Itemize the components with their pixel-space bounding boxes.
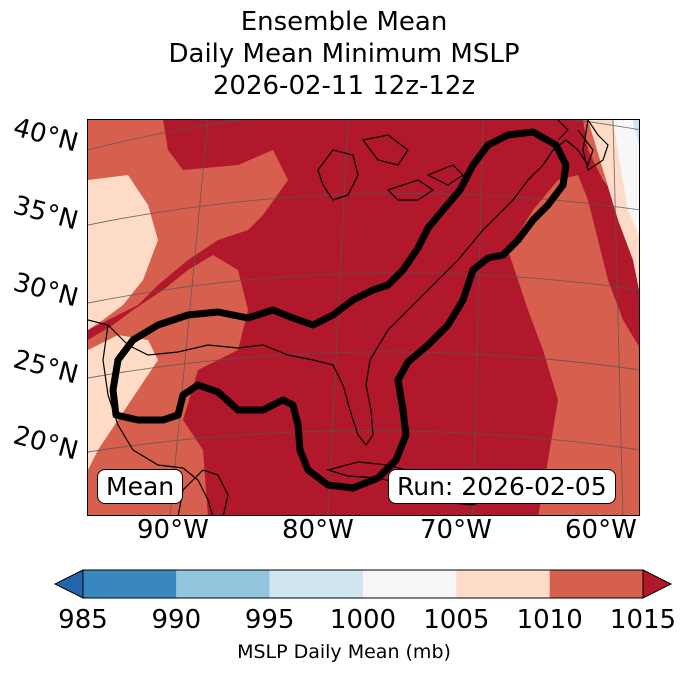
colorbar-arrow-low: [53, 569, 84, 599]
parallel-30n: [88, 272, 639, 304]
title-line-1: Ensemble Mean: [240, 7, 448, 37]
fill-1000-1005-northeast: [613, 120, 639, 236]
colorbar-segment: [83, 570, 177, 598]
colorbar-segment: [456, 570, 550, 598]
mean-label-box: Mean: [97, 469, 184, 504]
map-panel: Mean Run: 2026-02-05: [87, 119, 640, 516]
colorbar-segment: [269, 570, 363, 598]
fill-1005-1010-southwest: [88, 335, 158, 470]
meridian-60w: [612, 120, 624, 515]
colorbar-arrow-high: [642, 569, 673, 599]
lat-label-40n: 40°N: [10, 112, 82, 159]
lat-label-35n: 35°N: [10, 190, 82, 237]
lon-label-70w: 70°W: [420, 515, 492, 545]
parallel-20n: [88, 430, 639, 453]
gulf-coast: [88, 129, 594, 447]
fill-1005-1010-east: [588, 120, 639, 290]
meridian-80w: [327, 120, 349, 515]
colorbar-tick-label: 990: [151, 605, 202, 635]
parallel-35n: [88, 192, 639, 226]
colorbar-tick-label: 1000: [329, 605, 397, 635]
graticule: [88, 120, 639, 515]
colorbar: [53, 569, 673, 599]
title-line-2: Daily Mean Minimum MSLP: [168, 39, 520, 69]
lat-label-30n: 30°N: [10, 267, 82, 314]
run-date-box: Run: 2026-02-05: [388, 469, 616, 504]
colorbar-border: [82, 569, 644, 599]
meridian-90w: [169, 120, 209, 515]
fill-1010-1015-east: [508, 175, 639, 515]
colorbar-tick-label: 1015: [609, 605, 677, 635]
colorbar-label: MSLP Daily Mean (mb): [237, 641, 451, 663]
fill-1010-1015-southwest: [88, 255, 248, 515]
contour-1015: [109, 128, 570, 492]
great-lakes: [317, 134, 464, 201]
colorbar-segment: [363, 570, 457, 598]
colorbar-tick-label: 1010: [516, 605, 583, 635]
colorbar-segment: [549, 570, 643, 598]
fill-995-1000-corner: [633, 120, 639, 144]
canada-maritimes: [557, 120, 609, 171]
title-line-3: 2026-02-11 12z-12z: [212, 71, 476, 101]
colorbar-tick-label: 995: [244, 605, 295, 635]
lat-label-20n: 20°N: [10, 420, 82, 467]
colorbar-tick-label: 1005: [423, 605, 490, 635]
fill-1005-1010-west: [88, 175, 158, 330]
colorbar-segments: [53, 569, 673, 599]
meridian-70w: [472, 120, 484, 515]
lon-label-90w: 90°W: [137, 515, 209, 545]
pressure-map: [88, 120, 639, 515]
lon-label-60w: 60°W: [565, 515, 637, 545]
lat-label-25n: 25°N: [10, 344, 82, 391]
colorbar-segment: [176, 570, 270, 598]
mexico-coast: [102, 324, 214, 515]
colorbar-tick-label: 985: [58, 605, 108, 635]
lon-label-80w: 80°W: [282, 515, 354, 545]
parallel-25n: [88, 351, 639, 379]
parallel-40n: [88, 120, 639, 151]
